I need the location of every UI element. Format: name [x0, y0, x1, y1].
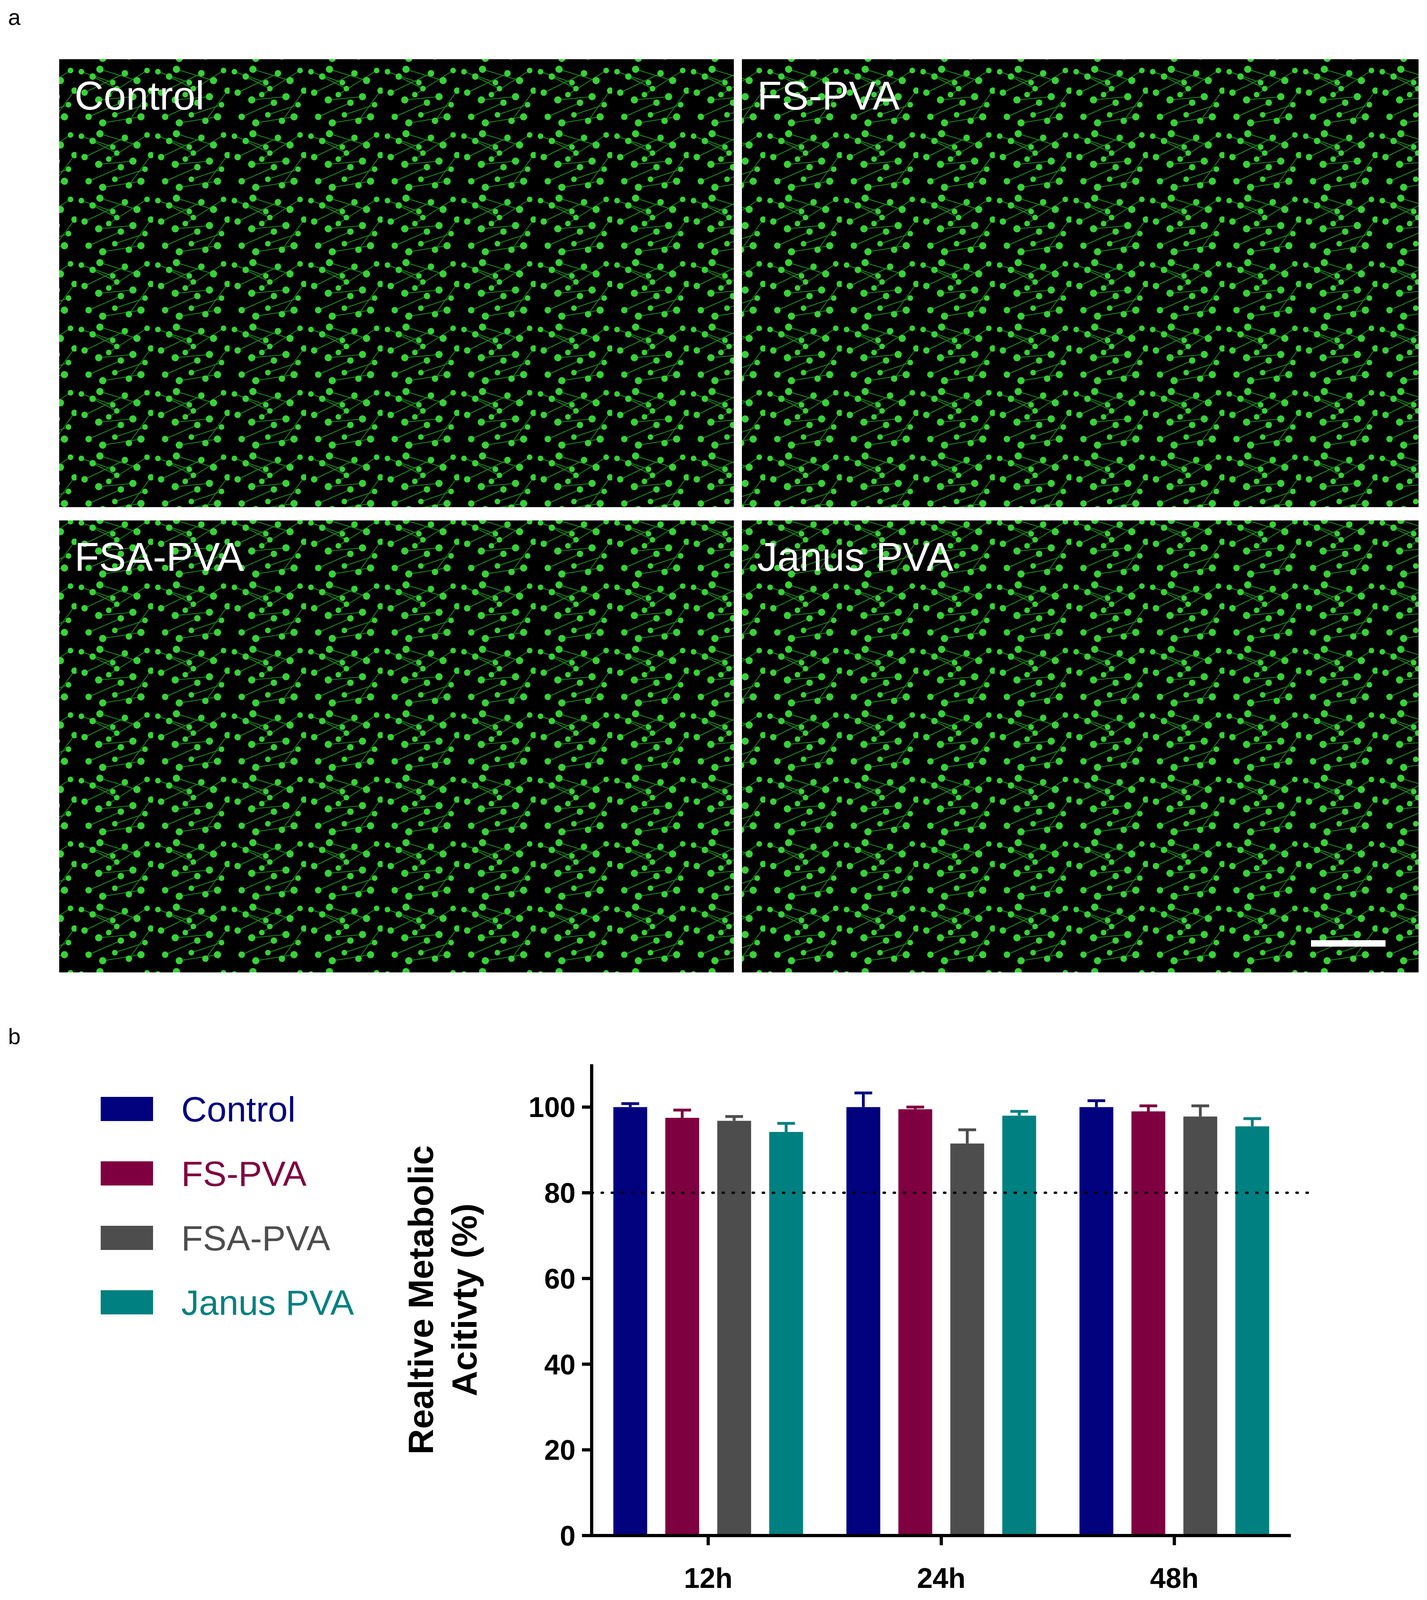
x-tick-label: 48h: [1149, 1562, 1199, 1594]
y-tick: [581, 1105, 592, 1109]
bar: [1235, 1126, 1270, 1536]
error-stem: [1199, 1105, 1202, 1117]
bar: [1183, 1116, 1218, 1536]
legend-label: FS-PVA: [181, 1153, 307, 1194]
x-tick: [706, 1535, 710, 1546]
bar: [717, 1120, 752, 1536]
error-cap: [958, 1128, 977, 1131]
micrograph: [741, 59, 1419, 508]
error-cap: [1191, 1104, 1210, 1108]
error-cap: [906, 1105, 925, 1109]
bar: [1131, 1111, 1166, 1536]
y-tick: [581, 1190, 592, 1195]
error-cap: [673, 1108, 692, 1112]
image-label: FS-PVA: [757, 72, 900, 119]
legend-swatch: [100, 1290, 154, 1315]
legend-swatch: [100, 1225, 154, 1250]
image-label: Janus PVA: [757, 534, 954, 580]
image-label: FSA-PVA: [74, 534, 245, 580]
threshold-line: [591, 1191, 1316, 1194]
legend-swatch: [100, 1161, 154, 1186]
error-cap: [1087, 1099, 1106, 1102]
y-axis-title-line: Acitivty (%): [444, 1203, 485, 1396]
y-tick-label: 60: [544, 1263, 576, 1295]
bars: [613, 1092, 1270, 1536]
error-stem: [861, 1092, 865, 1107]
error-cap: [1010, 1110, 1029, 1113]
bar: [898, 1109, 933, 1536]
error-cap: [1243, 1117, 1262, 1121]
legend-label: Control: [181, 1089, 296, 1129]
x-tick: [1172, 1535, 1177, 1546]
error-cap: [854, 1091, 873, 1095]
bar: [950, 1143, 985, 1536]
error-bar: [1243, 1118, 1262, 1127]
image-label: Control: [74, 72, 205, 119]
y-axis-title-line: Realtive Metabolic: [400, 1145, 441, 1455]
bar: [1002, 1115, 1037, 1536]
error-stem: [965, 1129, 969, 1144]
error-bar: [777, 1123, 796, 1132]
micrograph: [741, 520, 1419, 973]
error-bar: [1087, 1100, 1106, 1107]
error-cap: [777, 1121, 796, 1125]
y-tick-label: 80: [544, 1177, 576, 1209]
legend-swatch: [100, 1096, 154, 1121]
x-tick-label: 24h: [917, 1562, 966, 1594]
error-bar: [906, 1106, 925, 1109]
y-tick-label: 100: [528, 1091, 576, 1123]
legend-label: FSA-PVA: [181, 1217, 331, 1258]
micrograph: [59, 59, 734, 508]
y-axis: [590, 1064, 594, 1537]
error-cap: [621, 1101, 640, 1105]
bar: [613, 1106, 648, 1536]
x-tick: [939, 1535, 943, 1546]
panel-label: b: [8, 1023, 21, 1049]
panel-label: a: [8, 4, 21, 30]
error-bar: [725, 1116, 744, 1121]
y-tick: [581, 1362, 592, 1366]
figure: a Control FS-PVA FSA-PVA Janus PVA b 0 20 40 60 80…: [0, 0, 1427, 1600]
y-tick-label: 20: [544, 1434, 576, 1466]
error-bar: [1139, 1105, 1158, 1112]
bar: [846, 1106, 881, 1536]
error-bar: [854, 1092, 873, 1107]
error-cap: [725, 1114, 744, 1118]
scale-bar: [1311, 940, 1386, 947]
legend-label: Janus PVA: [181, 1282, 355, 1323]
bar: [1079, 1106, 1114, 1536]
error-cap: [1139, 1104, 1158, 1108]
error-bar: [1191, 1105, 1210, 1117]
y-tick: [581, 1447, 592, 1452]
error-bar: [673, 1110, 692, 1118]
y-tick: [581, 1533, 592, 1537]
y-tick-label: 0: [559, 1520, 576, 1552]
error-bar: [958, 1129, 977, 1144]
micrograph: [59, 520, 734, 973]
y-tick-label: 40: [544, 1348, 576, 1381]
x-tick-label: 12h: [683, 1562, 733, 1594]
bar: [665, 1117, 700, 1536]
y-axis-title: Realtive MetabolicAcitivty (%): [400, 1145, 485, 1455]
error-bar: [1010, 1111, 1029, 1116]
error-bar: [621, 1103, 640, 1108]
y-tick: [581, 1276, 592, 1280]
